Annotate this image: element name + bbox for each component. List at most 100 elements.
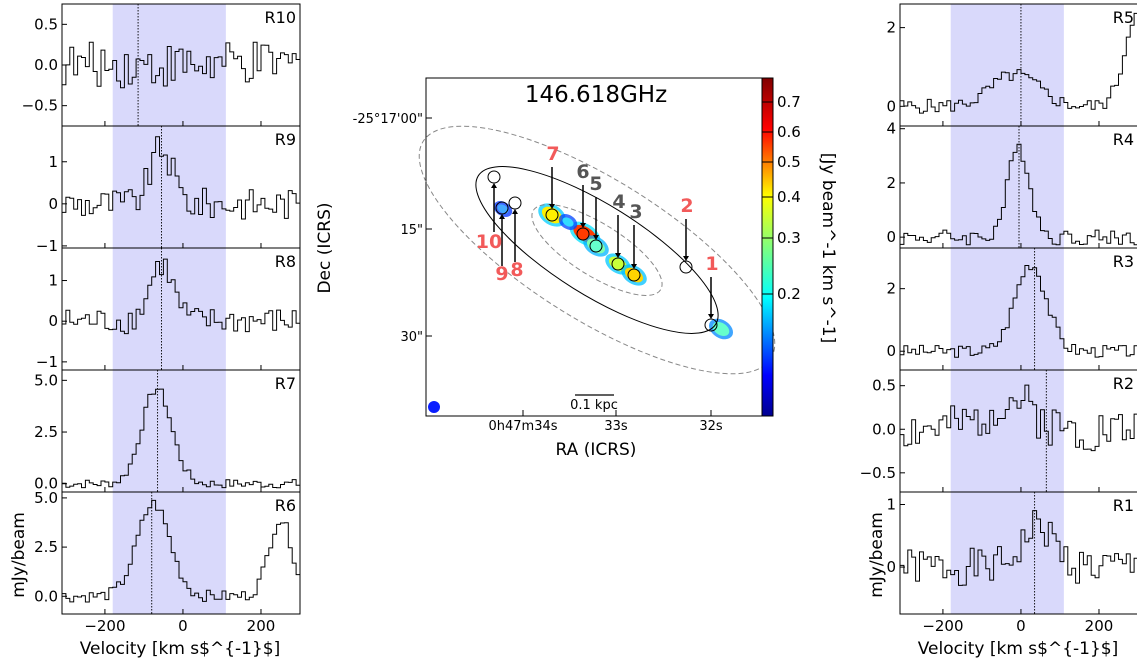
panel-name: R9 (275, 130, 296, 149)
velocity-range-shade (112, 4, 226, 126)
y-tick-label: 0.0 (34, 56, 58, 74)
colorbar-tick-label: 0.5 (777, 153, 801, 171)
colorbar-tick-label: 0.4 (777, 188, 801, 206)
y-tick-label: −1 (36, 237, 58, 255)
region-arrow-head (499, 214, 505, 219)
spectra-panels: 0.50.0−0.5R1010−1R910−1R85.02.50.0R75.02… (22, 3, 1137, 635)
y-tick-label: 1 (48, 272, 58, 290)
spectrum-panel: 4 2 0 R4 (886, 120, 1137, 249)
region-arrow-head (708, 314, 714, 319)
panel-frame (61, 491, 301, 615)
colorbar-tick-label: 0.3 (777, 229, 801, 247)
region-arrow-head (491, 183, 497, 188)
region-label: 8 (510, 259, 523, 281)
colorbar: 0.7 0.6 0.5 0.4 0.3 0.2 [Jy beam^-1 km s^-1] (761, 77, 838, 417)
spectrum-line (900, 510, 1137, 586)
region-circle (545, 208, 559, 222)
colorbar-tick-label: 0.7 (777, 93, 801, 111)
region-label: 5 (589, 173, 602, 195)
emission-clump (562, 217, 574, 227)
spectrum-line (900, 265, 1137, 358)
x-tick-label: 0 (1016, 617, 1026, 635)
velocity-range-shade (112, 126, 226, 248)
velocity-range-shade (112, 248, 226, 370)
velocity-range-shade (950, 248, 1064, 370)
y-tick-label: 0 (886, 342, 896, 360)
y-tick-label: 5.0 (34, 489, 58, 507)
beam-ellipse (428, 401, 440, 413)
region-label: 7 (546, 143, 559, 165)
y-tick-label: 2.5 (34, 538, 58, 556)
panel-name: R2 (1113, 374, 1134, 393)
y-tick-label: 0 (886, 97, 896, 115)
y-tick-label: 2 (886, 174, 896, 192)
y-tick-label: 0 (886, 558, 896, 576)
spectrum-panel: 0.5 0.0 −0.5 R10 (22, 3, 301, 127)
region-arrow-head (549, 204, 555, 209)
spectrum-panel: 1 0 −200 0 200 R1 (886, 491, 1137, 635)
region-label: 1 (705, 253, 718, 275)
dec-tick-label: -25°17'00" (353, 112, 423, 127)
colorbar-ticks: 0.7 0.6 0.5 0.4 0.3 0.2 (762, 93, 801, 303)
velocity-range-shade (950, 126, 1064, 248)
region-label: 3 (629, 201, 642, 223)
spectrum-line (62, 499, 300, 603)
region-arrow-head (580, 223, 586, 228)
spectrum-panel: 1 0 −1 R9 (36, 125, 301, 255)
ra-tick-label: 33s (604, 419, 628, 434)
panel-name: R1 (1113, 496, 1134, 515)
region-circle (576, 227, 590, 241)
panel-name: R3 (1113, 252, 1134, 271)
y-tick-label: 0.0 (34, 475, 58, 493)
dec-tick-label: 15" (400, 223, 423, 238)
region-label: 2 (680, 195, 693, 217)
panel-name: R7 (275, 374, 296, 393)
map-y-axis-label: Dec (ICRS) (315, 202, 335, 293)
y-tick-label: 0.5 (34, 15, 58, 33)
y-tick-label: 0 (886, 228, 896, 246)
panel-name: R10 (265, 8, 296, 27)
colorbar-tick-label: 0.2 (777, 285, 801, 303)
y-tick-label: 1 (886, 496, 896, 514)
x-tick-label: −200 (922, 617, 963, 635)
region-circle (589, 239, 603, 253)
panel-name: R6 (275, 496, 296, 515)
y-tick-label: 4 (886, 120, 896, 138)
region-circle (611, 257, 625, 271)
panel-frame (899, 491, 1137, 615)
y-tick-label: 0 (48, 312, 58, 330)
region-label: 9 (495, 263, 508, 285)
region-arrow-head (593, 235, 599, 240)
ra-tick-label: 0h47m34s (488, 419, 557, 434)
y-tick-label: 1 (48, 153, 58, 171)
spectrum-line (900, 384, 1137, 452)
spectrum-panel: 1 0 −1 R8 (36, 247, 301, 371)
ra-tick-label: 32s (699, 419, 723, 434)
region-arrow-head (512, 209, 518, 214)
spectrum-line (900, 12, 1137, 114)
colorbar-label: [Jy beam^-1 km s^-1] (818, 153, 838, 343)
velocity-range-shade (112, 492, 226, 614)
x-tick-label: 0 (178, 617, 188, 635)
solid-ellipse (475, 166, 719, 334)
x-tick-label: −200 (84, 617, 125, 635)
velocity-range-shade (950, 4, 1064, 126)
left-y-axis-label: mJy/beam (9, 512, 29, 598)
spectrum-panel: 2 0 R5 (886, 3, 1137, 127)
region-label: 10 (476, 231, 502, 253)
spectrum-panel: 0.5 0.0 −0.5 R2 (860, 369, 1137, 493)
spectrum-panel: 5.0 2.5 0.0 −200 0 200 R6 (34, 489, 301, 635)
inner-dashed-ellipse (531, 204, 663, 296)
region-arrow-head (615, 253, 621, 258)
y-tick-label: 5.0 (34, 371, 58, 389)
y-tick-label: 0.0 (34, 587, 58, 605)
emission-clump (497, 204, 509, 214)
panel-name: R4 (1113, 130, 1134, 149)
spectrum-line (62, 136, 300, 220)
y-tick-label: 0.0 (872, 420, 896, 438)
x-tick-label: 200 (247, 617, 276, 635)
spectrum-line (900, 143, 1137, 246)
